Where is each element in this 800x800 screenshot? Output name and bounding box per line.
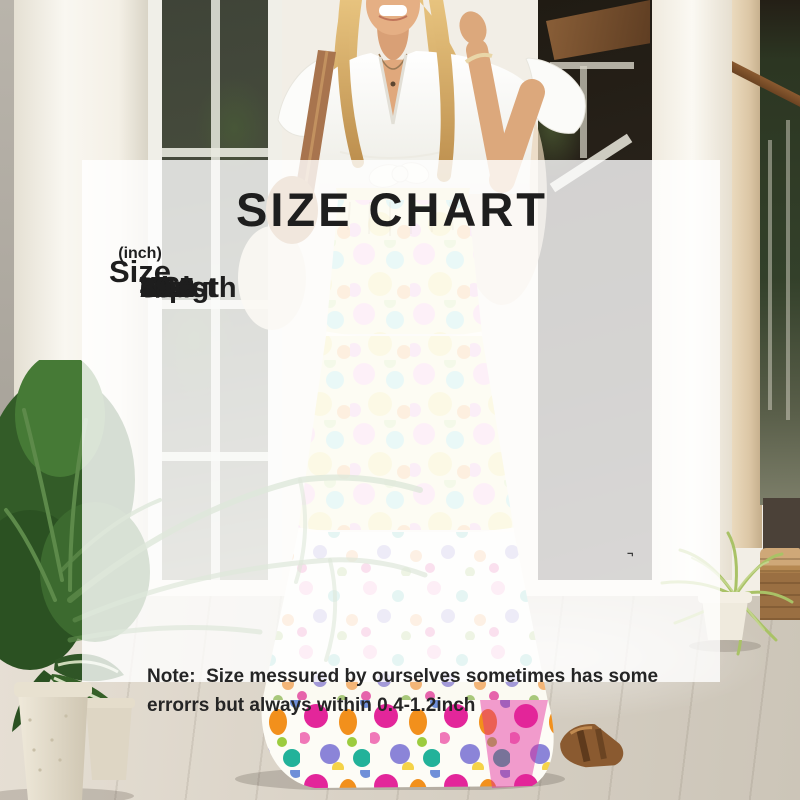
row-m-hip: 42.5 <box>140 272 195 303</box>
size-chart-title: SIZE CHART <box>236 183 548 236</box>
row-l-waist: 29.1 <box>140 272 195 303</box>
note-line-2: errorrs but always within 0.4-1.2inch <box>147 695 476 716</box>
railing-reflection <box>550 62 634 69</box>
header-hip: Hip <box>140 272 187 304</box>
skirt-hem-tier <box>261 700 554 788</box>
pendant <box>390 81 396 87</box>
row-xl-size: XL <box>140 272 176 303</box>
bracelet <box>464 52 493 64</box>
row-s-waist: 25.2 <box>140 272 195 303</box>
white-pot <box>18 692 88 800</box>
measurement-note: Note: Size messured by ourselves sometim… <box>147 604 692 720</box>
row-s-size: S <box>140 272 159 303</box>
row-s-length: 38.2 <box>140 272 195 303</box>
header-size-label: Size <box>108 254 172 289</box>
smile <box>379 5 407 16</box>
header-waist: Waist <box>140 272 217 304</box>
back-planter-rim <box>83 698 135 708</box>
header-size-unit: (inch) <box>118 245 162 262</box>
row-l-hip: 44.9 <box>140 272 195 303</box>
hair-strand-front-right <box>429 0 455 182</box>
hair-strand-front-left <box>337 0 364 168</box>
row-s-hip: 40.9 <box>140 272 195 303</box>
row-xl-us: 12 <box>140 272 172 303</box>
lip-line <box>378 15 408 21</box>
sunlit-pillar <box>730 0 762 548</box>
row-m-us: 6 <box>140 272 156 303</box>
v-neck-edges <box>378 54 408 125</box>
header-us: US <box>140 272 181 304</box>
garden-trees <box>760 0 800 505</box>
dark-doorway <box>763 498 800 556</box>
header-length: Length <box>140 272 237 304</box>
row-l-length: 39 <box>140 272 172 303</box>
row-xl-length: 39.4 <box>140 272 195 303</box>
back-planter <box>86 705 132 780</box>
row-l-us: 8/10 <box>140 272 195 303</box>
row-l-size: L <box>140 272 158 303</box>
row-m-waist: 26.8 <box>140 272 195 303</box>
hand <box>459 11 487 45</box>
note-line-1: Note: Size messured by ourselves sometim… <box>147 666 659 687</box>
stray-mark: ¬ <box>627 548 634 560</box>
window-frame-sliver <box>768 140 772 410</box>
magenta-band <box>480 700 548 788</box>
row-xl-waist: 33.9 <box>140 272 195 303</box>
window-frame-sliver <box>786 120 790 420</box>
forearm <box>466 39 513 191</box>
pot-speckles <box>28 714 68 772</box>
row-m-length: 38.6 <box>140 272 195 303</box>
row-xl-hip: 49.6 <box>140 272 195 303</box>
sandal <box>560 724 624 768</box>
row-m-size: M <box>140 272 164 303</box>
row-s-us: 4 <box>140 272 156 303</box>
pot-rim <box>14 682 92 697</box>
size-chart-overlay <box>82 160 720 682</box>
